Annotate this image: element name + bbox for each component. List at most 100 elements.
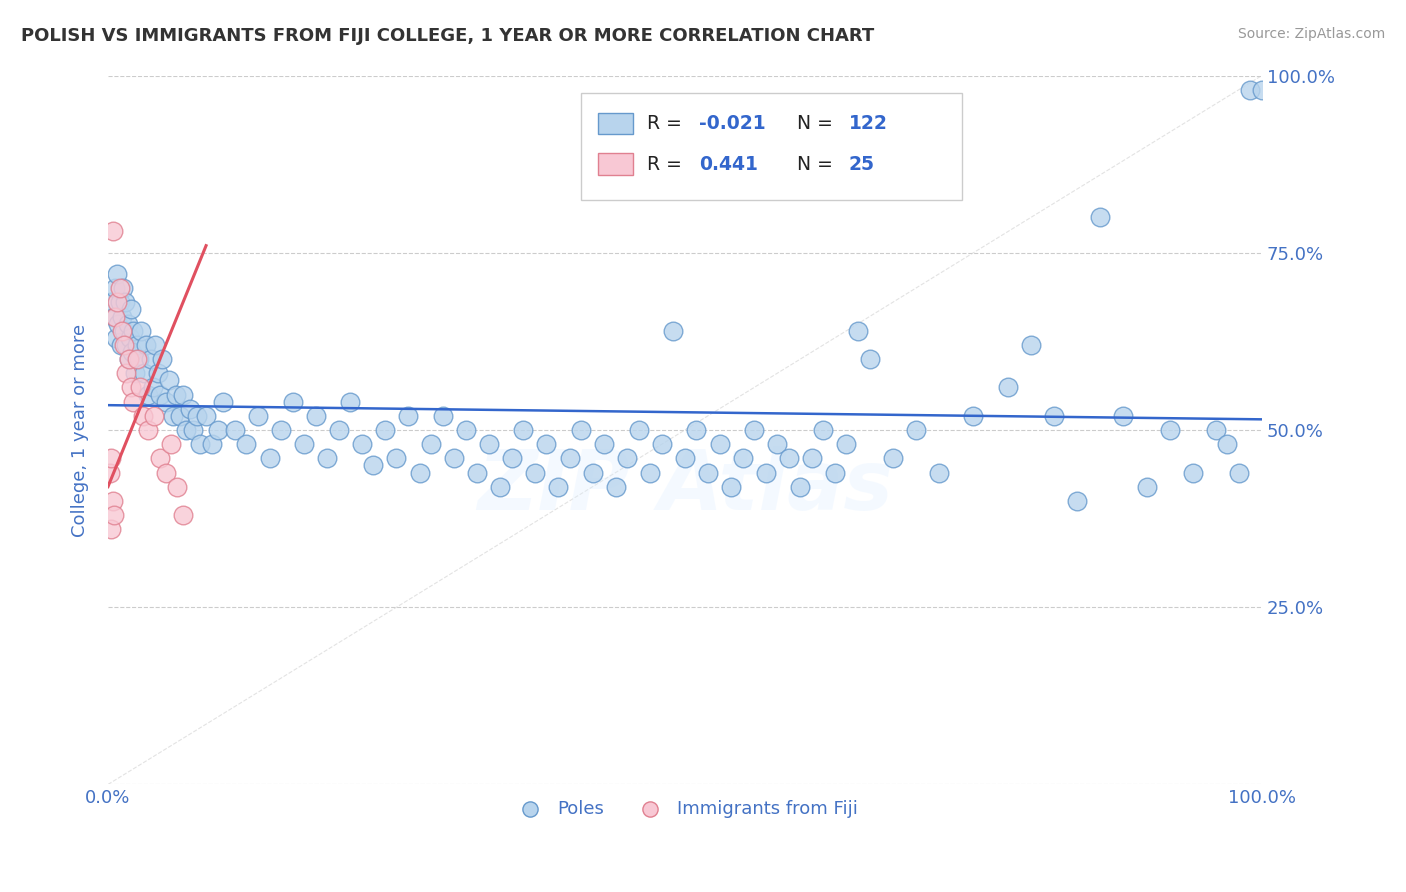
Point [904,423,927,437]
Point [396,409,419,423]
Point [179,401,201,416]
Point [697,466,720,480]
Y-axis label: College, 1 year or more: College, 1 year or more [72,324,89,536]
Point [536,437,558,451]
Point [122,394,145,409]
Point [110,338,132,352]
Point [98,466,121,480]
Point [111,310,134,324]
Point [1019,338,1042,352]
Point [616,451,638,466]
Point [593,437,616,451]
Point [547,480,569,494]
Point [1090,211,1112,225]
Point [124,366,146,380]
Point [139,352,162,367]
Point [858,352,880,367]
Text: R =: R = [647,154,688,174]
Point [122,324,145,338]
Point [131,324,153,338]
Point [162,409,184,423]
Point [131,409,153,423]
Point [143,338,166,352]
Point [582,466,605,480]
Point [176,423,198,437]
Point [1216,437,1239,451]
Point [766,437,789,451]
Point [195,409,218,423]
Point [125,352,148,367]
Point [1239,83,1261,97]
Point [420,437,443,451]
Point [201,437,224,451]
Point [962,409,984,423]
Point [135,338,157,352]
Point [523,466,546,480]
Point [742,423,765,437]
Text: N =: N = [797,154,839,174]
Point [1112,409,1135,423]
Point [207,423,229,437]
Bar [599,153,633,175]
Text: POLISH VS IMMIGRANTS FROM FIJI COLLEGE, 1 YEAR OR MORE CORRELATION CHART: POLISH VS IMMIGRANTS FROM FIJI COLLEGE, … [21,27,875,45]
Point [149,387,172,401]
Point [142,380,165,394]
Point [155,466,177,480]
Point [188,437,211,451]
Point [120,302,142,317]
Point [651,437,673,451]
Point [835,437,858,451]
Point [673,451,696,466]
Point [100,522,122,536]
Point [569,423,592,437]
Bar [599,113,633,135]
Point [640,466,662,480]
Point [465,466,488,480]
Point [146,366,169,380]
Point [112,324,135,338]
Point [813,423,835,437]
Point [385,451,408,466]
Point [169,409,191,423]
Point [166,480,188,494]
Point [120,380,142,394]
Point [125,338,148,352]
Point [824,466,846,480]
Point [454,423,477,437]
Point [150,352,173,367]
Text: N =: N = [797,114,839,133]
Point [363,458,385,473]
Point [432,409,454,423]
Point [186,409,208,423]
Point [305,409,328,423]
Point [108,295,131,310]
Point [339,394,361,409]
Point [270,423,292,437]
Point [259,451,281,466]
Point [105,267,128,281]
Point [605,480,627,494]
Point [100,295,122,310]
Point [104,281,127,295]
Point [627,423,650,437]
Point [755,466,778,480]
Point [138,387,160,401]
Point [103,310,125,324]
Point [246,409,269,423]
Point [720,480,742,494]
Text: 122: 122 [849,114,887,133]
Point [128,352,150,367]
Point [107,317,129,331]
Point [115,366,138,380]
Point [112,338,135,352]
Point [104,310,127,324]
Text: Source: ZipAtlas.com: Source: ZipAtlas.com [1237,27,1385,41]
Legend: Poles, Immigrants from Fiji: Poles, Immigrants from Fiji [505,793,865,825]
Text: -0.021: -0.021 [699,114,765,133]
Point [114,295,136,310]
Text: 0.441: 0.441 [699,154,758,174]
Point [183,423,205,437]
Point [108,281,131,295]
Point [778,451,800,466]
Point [501,451,523,466]
